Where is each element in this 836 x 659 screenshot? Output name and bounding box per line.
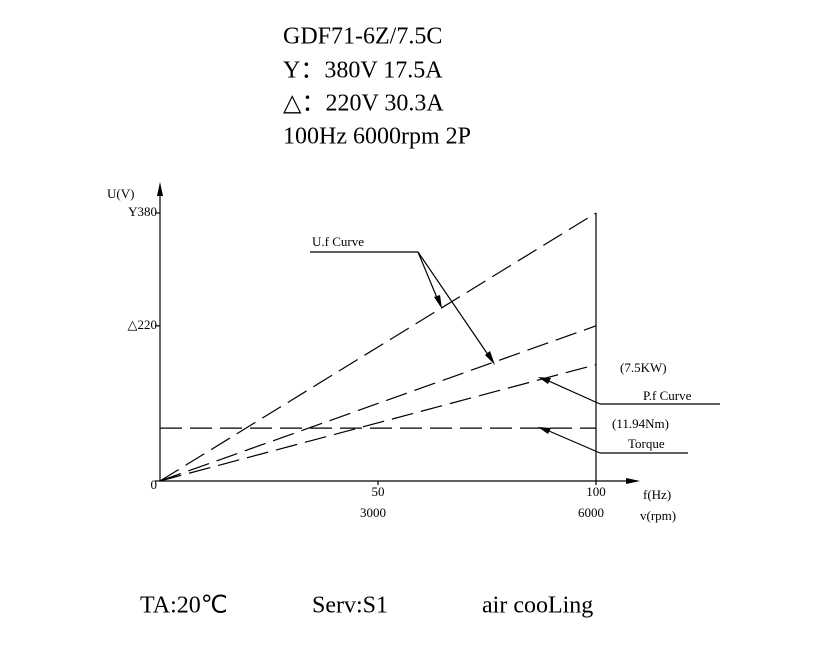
annotation: P.f Curve bbox=[643, 388, 692, 403]
leader bbox=[417, 251, 494, 363]
x2-axis-label: v(rpm) bbox=[640, 508, 676, 523]
arrowhead bbox=[485, 351, 495, 365]
leader bbox=[417, 251, 441, 306]
arrowhead bbox=[538, 427, 551, 434]
x-axis-label: f(Hz) bbox=[643, 487, 671, 502]
x-tick-label: 50 bbox=[372, 484, 385, 499]
footer-text: air cooLing bbox=[482, 593, 593, 619]
series-line bbox=[159, 364, 597, 482]
x-axis-arrow bbox=[626, 478, 640, 484]
annotation: Torque bbox=[628, 436, 665, 451]
x-tick-label: 100 bbox=[586, 484, 606, 499]
annotation: (7.5KW) bbox=[620, 360, 667, 375]
y-axis-arrow bbox=[157, 182, 163, 196]
footer-text: Serv:S1 bbox=[312, 593, 388, 619]
leader bbox=[541, 427, 601, 454]
title-line: 100Hz 6000rpm 2P bbox=[283, 124, 471, 150]
arrowhead bbox=[434, 295, 442, 309]
leader bbox=[541, 377, 601, 405]
title-line: GDF71-6Z/7.5C bbox=[283, 24, 442, 50]
annotation: (11.94Nm) bbox=[612, 416, 669, 431]
footer-text: TA:20℃ bbox=[140, 593, 228, 619]
title-line: Y：380V 17.5A bbox=[283, 58, 443, 84]
y-tick-label: Y380 bbox=[128, 204, 157, 219]
y-tick-label: 0 bbox=[151, 477, 158, 492]
title-line: △：220V 30.3A bbox=[283, 91, 444, 117]
x2-tick-label: 3000 bbox=[360, 505, 386, 520]
annotation: U.f Curve bbox=[312, 234, 364, 249]
y-tick-label: △220 bbox=[128, 317, 158, 332]
x2-tick-label: 6000 bbox=[578, 505, 604, 520]
y-axis-label: U(V) bbox=[107, 186, 134, 201]
series-line bbox=[159, 212, 597, 482]
series-line bbox=[159, 325, 597, 482]
